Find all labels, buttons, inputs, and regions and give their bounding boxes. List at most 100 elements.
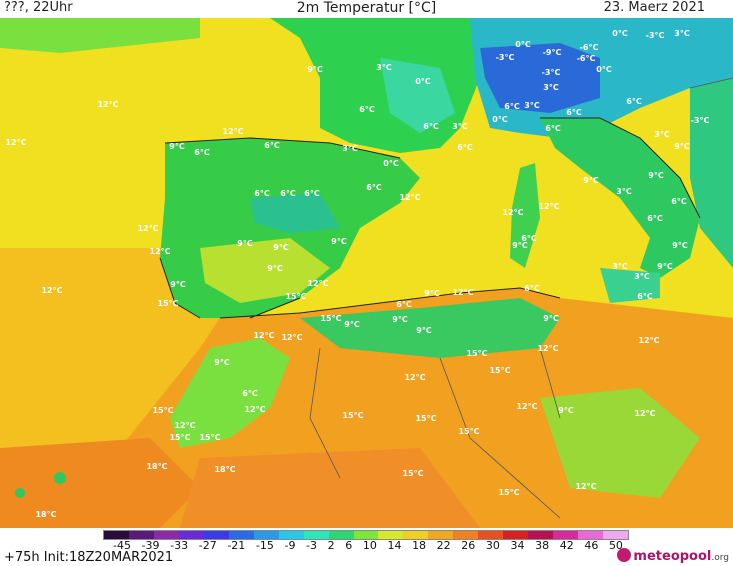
temperature-label: 9°C [648, 171, 664, 180]
temperature-label: 9°C [583, 176, 599, 185]
temperature-label: 9°C [214, 358, 230, 367]
temperature-label: 0°C [492, 115, 508, 124]
scale-label: 14 [387, 539, 402, 552]
header-bar: ???, 22Uhr 2m Temperatur [°C] 23. Maerz … [0, 0, 733, 18]
temperature-label: 3°C [342, 144, 358, 153]
scale-label: 38 [535, 539, 550, 552]
temperature-label: 12°C [5, 138, 26, 147]
scale-swatch [153, 531, 179, 539]
logo-icon [617, 548, 632, 562]
temperature-label: 9°C [169, 142, 185, 151]
temperature-label: 12°C [634, 409, 655, 418]
temperature-label: 6°C [566, 108, 582, 117]
scale-label: -39 [141, 539, 160, 552]
temperature-label: 6°C [671, 197, 687, 206]
temperature-label: 12°C [149, 247, 170, 256]
temperature-label: 6°C [254, 189, 270, 198]
iberia-central-cold [250, 193, 340, 233]
coastline [159, 117, 701, 319]
temperature-label: -3°C [496, 53, 515, 62]
temperature-label: 3°C [634, 272, 650, 281]
scale-swatch [328, 531, 354, 539]
libya-cool-zone [540, 388, 700, 498]
temperature-label: 15°C [466, 349, 487, 358]
scale-label: 6 [345, 539, 353, 552]
scale-label: 46 [584, 539, 599, 552]
temperature-label: 9°C [267, 264, 283, 273]
scale-label: -3 [306, 539, 318, 552]
scale-swatch [603, 531, 629, 539]
temperature-label: 12°C [253, 331, 274, 340]
temperature-label: 3°C [452, 122, 468, 131]
map-title: 2m Temperatur [°C] [296, 0, 437, 16]
scale-swatch [578, 531, 604, 539]
scale-label: -33 [170, 539, 189, 552]
temperature-label: 9°C [512, 241, 528, 250]
scale-swatch [253, 531, 279, 539]
scale-swatch [378, 531, 404, 539]
balkans-land [690, 78, 733, 268]
scale-label: 42 [559, 539, 574, 552]
scale-swatch [203, 531, 229, 539]
temperature-label: 9°C [344, 320, 360, 329]
temperature-label: 9°C [672, 241, 688, 250]
temperature-label: 6°C [396, 300, 412, 309]
temperature-label: 15°C [157, 299, 178, 308]
scale-swatch [178, 531, 204, 539]
temperature-label: 15°C [342, 411, 363, 420]
temperature-label: 12°C [538, 202, 559, 211]
temperature-label: 12°C [281, 333, 302, 342]
temperature-label: 3°C [616, 187, 632, 196]
temperature-label: 9°C [416, 326, 432, 335]
temperature-label: -9°C [543, 48, 562, 57]
north-africa-land [0, 288, 733, 528]
temperature-label: 3°C [543, 83, 559, 92]
temperature-label: 9°C [657, 262, 673, 271]
temperature-map: 12°C 12°C 12°C 9°C 6°C 6°C 3°C 0°C 6°C 9°C 3°C 0°C 6… [0, 18, 733, 528]
meteopool-logo[interactable]: meteopool.org [617, 548, 729, 564]
temperature-label: 6°C [457, 143, 473, 152]
temperature-label: 0°C [383, 159, 399, 168]
scale-label: -27 [198, 539, 217, 552]
temperature-label: 18°C [35, 510, 56, 519]
temperature-label: 9°C [674, 142, 690, 151]
scale-label: 2 [327, 539, 335, 552]
temperature-label: 6°C [504, 102, 520, 111]
temperature-label: 12°C [452, 288, 473, 297]
scale-swatch [228, 531, 254, 539]
scale-label: -9 [284, 539, 296, 552]
temperature-label: 6°C [242, 389, 258, 398]
temperature-label: 6°C [280, 189, 296, 198]
temperature-label: 0°C [596, 65, 612, 74]
temperature-label: 15°C [498, 488, 519, 497]
scale-swatch [278, 531, 304, 539]
temperature-label: 12°C [638, 336, 659, 345]
scale-swatch [503, 531, 529, 539]
temperature-label: 9°C [170, 280, 186, 289]
temperature-label: 6°C [545, 124, 561, 133]
british-land [0, 18, 200, 53]
atlas-cold-zone [300, 298, 560, 358]
scale-swatch [303, 531, 329, 539]
scale-swatch [478, 531, 504, 539]
temperature-label: 15°C [285, 292, 306, 301]
temperature-label: 6°C [264, 141, 280, 150]
temperature-label: 9°C [331, 237, 347, 246]
scale-label: 34 [510, 539, 525, 552]
temperature-label: 3°C [376, 63, 392, 72]
temperature-label: 12°C [404, 373, 425, 382]
temperature-label: 9°C [424, 289, 440, 298]
scale-label: 26 [461, 539, 476, 552]
temperature-label: 6°C [626, 97, 642, 106]
footer-bar: -45 -39 -33 -27 -21 -15 -9 -3 2 6 10 14 18 22 26 30 34 38… [0, 528, 733, 566]
sahara-hot-zone [0, 438, 200, 528]
corsica-sardinia-land [510, 163, 540, 268]
temperature-label: 6°C [647, 214, 663, 223]
temperature-label: 9°C [392, 315, 408, 324]
canary-island [15, 488, 25, 498]
temperature-label: 15°C [458, 427, 479, 436]
scale-label: 10 [362, 539, 377, 552]
scale-label: -21 [227, 539, 246, 552]
temperature-label: 12°C [137, 224, 158, 233]
temperature-label: 9°C [307, 65, 323, 74]
